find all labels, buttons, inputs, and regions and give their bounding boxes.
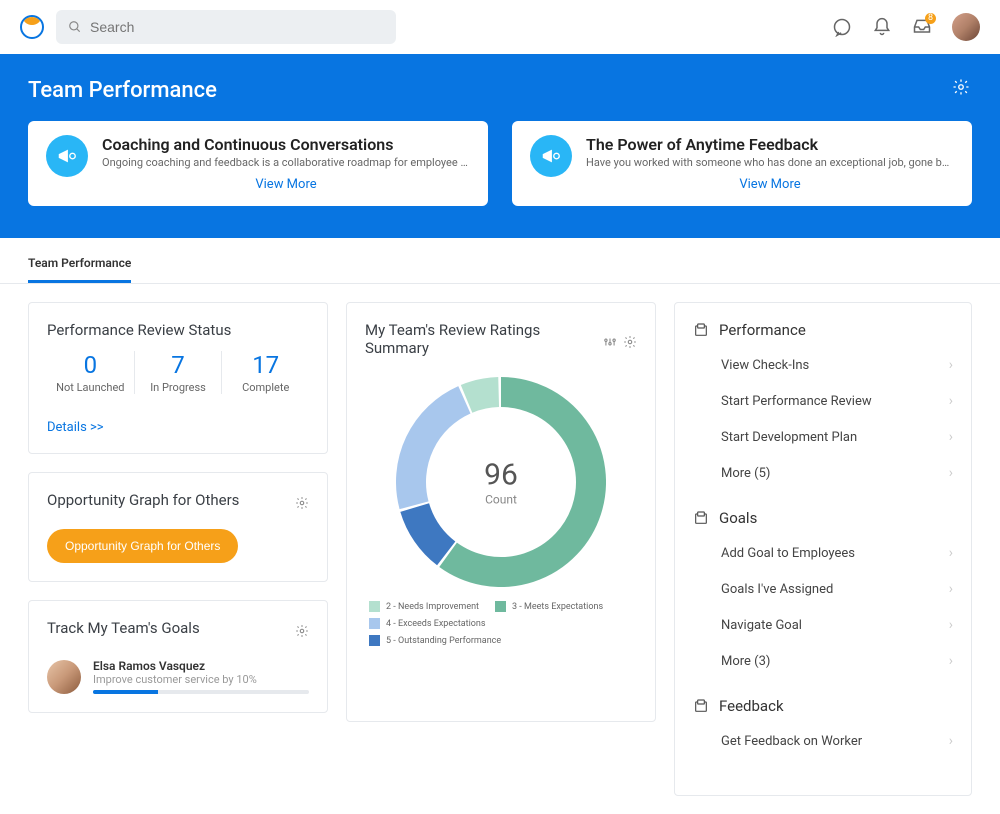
legend-item[interactable]: 3 - Meets Expectations — [495, 601, 603, 612]
gear-icon[interactable] — [295, 624, 309, 638]
goal-name: Elsa Ramos Vasquez — [93, 659, 309, 673]
panel-icon — [693, 698, 709, 714]
opportunity-graph-button[interactable]: Opportunity Graph for Others — [47, 529, 238, 563]
status-not-launched: 0 Not Launched — [47, 351, 135, 394]
chevron-right-icon: › — [949, 733, 953, 749]
panel-icon — [693, 322, 709, 338]
gear-icon[interactable] — [295, 496, 309, 510]
side-link[interactable]: Start Development Plan› — [721, 419, 953, 455]
avatar — [47, 660, 81, 694]
goal-desc: Improve customer service by 10% — [93, 673, 309, 686]
megaphone-icon — [46, 135, 88, 177]
view-more-link[interactable]: View More — [102, 177, 470, 192]
gear-icon[interactable] — [623, 335, 637, 349]
chevron-right-icon: › — [949, 393, 953, 409]
view-more-link[interactable]: View More — [586, 177, 954, 192]
ratings-summary-panel: My Team's Review Ratings Summary 96 Coun… — [346, 302, 656, 722]
side-section: Goals Add Goal to Employees›Goals I've As… — [693, 509, 953, 679]
filter-icon[interactable] — [603, 335, 617, 349]
side-link[interactable]: Start Performance Review› — [721, 383, 953, 419]
donut-slice[interactable] — [415, 508, 447, 554]
panel-title: Performance Review Status — [47, 321, 309, 339]
card-desc: Have you worked with someone who has don… — [586, 156, 954, 169]
donut-label: Count — [484, 493, 518, 507]
chat-icon[interactable] — [832, 17, 852, 37]
chevron-right-icon: › — [949, 357, 953, 373]
chevron-right-icon: › — [949, 429, 953, 445]
side-header: Feedback — [693, 697, 953, 715]
side-link[interactable]: Get Feedback on Worker› — [721, 723, 953, 759]
banner-cards: Coaching and Continuous Conversations On… — [28, 121, 972, 206]
panel-title: My Team's Review Ratings Summary — [365, 321, 603, 357]
chevron-right-icon: › — [949, 545, 953, 561]
chevron-right-icon: › — [949, 581, 953, 597]
tab-team-performance[interactable]: Team Performance — [28, 256, 131, 283]
side-link[interactable]: View Check-Ins› — [721, 347, 953, 383]
banner-card: The Power of Anytime Feedback Have you w… — [512, 121, 972, 206]
legend-item[interactable]: 5 - Outstanding Performance — [369, 635, 501, 646]
opportunity-panel: Opportunity Graph for Others Opportunity… — [28, 472, 328, 582]
page-title: Team Performance — [28, 78, 972, 103]
review-status-panel: Performance Review Status 0 Not Launched… — [28, 302, 328, 454]
panel-title: Opportunity Graph for Others — [47, 491, 239, 509]
inbox-badge: 8 — [925, 13, 936, 24]
legend-item[interactable]: 2 - Needs Improvement — [369, 601, 479, 612]
legend-item[interactable]: 4 - Exceeds Expectations — [369, 618, 486, 629]
banner: Team Performance Coaching and Continuous… — [0, 54, 1000, 238]
side-link[interactable]: More (3)› — [721, 643, 953, 679]
search-input[interactable] — [90, 19, 384, 35]
side-link[interactable]: Navigate Goal› — [721, 607, 953, 643]
chevron-right-icon: › — [949, 653, 953, 669]
status-complete: 17 Complete — [222, 351, 309, 394]
quick-links-panel: Performance View Check-Ins›Start Performa… — [674, 302, 972, 796]
gear-icon[interactable] — [952, 78, 972, 98]
side-header: Goals — [693, 509, 953, 527]
content: Performance Review Status 0 Not Launched… — [0, 284, 1000, 814]
panel-title: Track My Team's Goals — [47, 619, 200, 637]
topbar-icons: 8 — [832, 13, 980, 41]
track-goals-panel: Track My Team's Goals Elsa Ramos Vasquez… — [28, 600, 328, 713]
card-title: The Power of Anytime Feedback — [586, 135, 954, 154]
search-icon — [68, 20, 82, 34]
donut-slice[interactable] — [448, 392, 591, 572]
status-in-progress: 7 In Progress — [135, 351, 223, 394]
search-container — [56, 10, 396, 44]
tabs: Team Performance — [0, 238, 1000, 284]
side-section: Feedback Get Feedback on Worker› — [693, 697, 953, 759]
inbox-icon[interactable]: 8 — [912, 17, 932, 37]
side-link[interactable]: Add Goal to Employees› — [721, 535, 953, 571]
bell-icon[interactable] — [872, 17, 892, 37]
donut-slice[interactable] — [411, 400, 464, 506]
side-header: Performance — [693, 321, 953, 339]
donut-chart: 96 Count — [365, 377, 637, 587]
donut-slice[interactable] — [467, 392, 499, 399]
megaphone-icon — [530, 135, 572, 177]
side-section: Performance View Check-Ins›Start Performa… — [693, 321, 953, 491]
banner-card: Coaching and Continuous Conversations On… — [28, 121, 488, 206]
chevron-right-icon: › — [949, 617, 953, 633]
details-link[interactable]: Details >> — [47, 420, 104, 435]
side-link[interactable]: Goals I've Assigned› — [721, 571, 953, 607]
avatar[interactable] — [952, 13, 980, 41]
donut-value: 96 — [484, 458, 518, 493]
topbar: 8 — [0, 0, 1000, 54]
progress-bar — [93, 690, 309, 694]
panel-icon — [693, 510, 709, 526]
card-title: Coaching and Continuous Conversations — [102, 135, 470, 154]
card-desc: Ongoing coaching and feedback is a colla… — [102, 156, 470, 169]
chart-legend: 2 - Needs Improvement 3 - Meets Expectati… — [365, 601, 637, 646]
side-link[interactable]: More (5)› — [721, 455, 953, 491]
logo-icon[interactable] — [20, 15, 44, 39]
goal-row[interactable]: Elsa Ramos Vasquez Improve customer serv… — [47, 659, 309, 694]
chevron-right-icon: › — [949, 465, 953, 481]
